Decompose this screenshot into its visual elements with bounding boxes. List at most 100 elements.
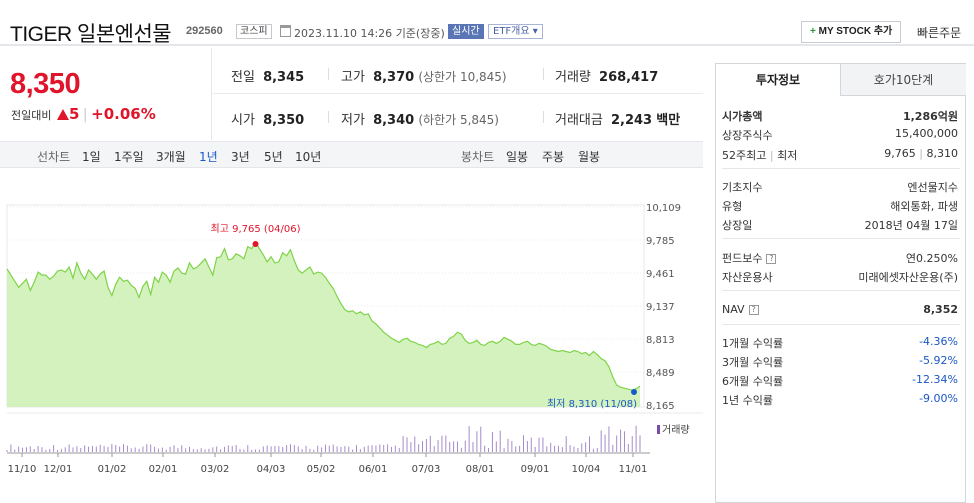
week52-values: 9,765 | 8,310 [884,147,958,160]
price-line [6,240,641,391]
x-tick-label: 12/01 [44,464,73,475]
header: TIGER 일본엔선물 292560 코스피 2023.11.10 14:26 … [0,0,974,46]
min-label: 최저 8,310 (11/08) [547,398,637,410]
price-area [7,242,640,407]
x-tick-label: 08/01 [466,464,495,475]
etf-overview-dropdown[interactable]: ETF개요 ▾ [488,24,543,39]
chevron-down-icon: ▾ [529,26,538,37]
price-stats: 전일 8,345 고가 8,370 (상한가 10,845) 거래량 268,4… [213,48,703,140]
tab-3m[interactable]: 3개월 [156,150,186,164]
market-cap-label: 시가총액 [722,110,763,123]
divider [543,111,544,123]
tab-daily[interactable]: 일봉 [506,150,529,164]
stat-amount: 거래대금 2,243 백만 [555,109,680,128]
return-6m-label: 6개월 수익률 [722,375,784,388]
realtime-button[interactable]: 실시간 [448,24,484,39]
stat-prev-label: 전일 [231,70,255,85]
nav-label: NAV [722,303,745,316]
base-index-value: 엔선물지수 [907,181,958,194]
x-tick-label: 10/04 [572,464,601,475]
price-summary: 8,350 전일대비 5 | +0.06% [0,48,212,140]
manager-label: 자산운용사 [722,271,773,284]
shares-label: 상장주식수 [722,129,773,142]
x-tick-label: 03/02 [201,464,230,475]
base-index-label: 기초지수 [722,181,763,194]
max-point [252,241,259,248]
y-tick-label: 8,813 [646,335,675,346]
divider [722,168,960,169]
stat-high-label: 고가 [341,70,365,85]
x-tick-label: 02/01 [149,464,178,475]
etf-code: 292560 [186,25,223,37]
tab-10y[interactable]: 10년 [295,150,322,164]
stat-upper-limit: (상한가 10,845) [418,70,507,84]
divider [543,68,544,80]
tab-monthly[interactable]: 월봉 [578,150,601,164]
stat-prev: 전일 8,345 [231,66,304,85]
stat-low-label: 저가 [341,113,365,128]
x-tick-label: 11/10 [8,464,37,475]
help-icon[interactable]: ? [766,254,777,264]
tab-1w[interactable]: 1주일 [114,150,144,164]
listing-label: 상장일 [722,219,753,232]
type-value: 해외통화, 파생 [890,200,958,213]
nav-value: 8,352 [923,303,958,316]
return-6m-value: -12.34% [912,373,958,386]
y-tick-label: 9,461 [646,269,675,280]
week52-label: 52주최고 | 최저 [722,149,798,162]
max-label: 최고 9,765 (04/06) [211,223,301,235]
add-mystock-button[interactable]: + MY STOCK 추가 [801,21,902,43]
datetime: 2023.11.10 14:26 기준(장중) [294,25,445,41]
info-panel: 투자정보 호가10단계 시가총액 1,286억원 상장주식수 15,400,00… [715,63,966,503]
tab-5y[interactable]: 5년 [264,150,283,164]
tab-invest-info[interactable]: 투자정보 [716,63,841,96]
y-tick-label: 9,137 [646,302,675,313]
market-badge: 코스피 [236,24,272,39]
x-tick-label: 09/01 [521,464,550,475]
divider [328,111,329,123]
divider [213,93,703,94]
tab-3y[interactable]: 3년 [231,150,250,164]
volume-legend-label: 거래량 [662,424,690,436]
quick-order-link[interactable]: 빠른주문 [917,26,962,40]
min-point [631,389,637,395]
candle-chart-label: 봉차트 [461,150,495,164]
listing-value: 2018년 04월 17일 [864,219,958,232]
datetime-value: 2023.11.10 14:26 [294,27,393,40]
diff-value: 5 [68,105,80,123]
y-tick-label: 10,109 [646,203,681,214]
week52-high-label: 52주최고 [722,149,767,162]
divider [328,68,329,80]
tab-orderbook[interactable]: 호가10단계 [841,63,966,96]
add-mystock-label: MY STOCK 추가 [818,26,893,37]
manager-value: 미래에셋자산운용(주) [858,271,958,284]
volume-legend-swatch [657,425,660,434]
tab-1d[interactable]: 1일 [82,150,101,164]
return-1y-label: 1년 수익률 [722,394,773,407]
fee-label-wrap: 펀드보수? [722,250,777,266]
tab-weekly[interactable]: 주봉 [542,150,565,164]
fee-value: 연0.250% [905,252,958,265]
shares-value: 15,400,000 [895,127,958,140]
return-3m-label: 3개월 수익률 [722,356,784,369]
stat-open-label: 시가 [231,113,255,128]
stat-low-value: 8,340 [373,113,415,128]
etf-title: TIGER 일본엔선물 [10,23,172,46]
diff-label: 전일대비 [11,109,52,122]
nav-label-wrap: NAV? [722,303,759,316]
x-tick-label: 05/02 [307,464,336,475]
stat-amount-value: 2,243 [610,113,653,128]
return-3m-value: -5.92% [919,354,958,367]
stat-amount-label: 거래대금 [555,113,603,128]
return-1y-value: -9.00% [919,392,958,405]
price-chart-svg: 10,109 9,785 9,461 9,137 8,813 8,489 8,165 최고 9… [6,203,703,475]
help-icon[interactable]: ? [748,305,759,315]
week52-low-value: 8,310 [926,147,959,160]
up-arrow-icon [56,109,69,120]
current-price: 8,350 [10,68,81,100]
x-tick-label: 07/03 [412,464,441,475]
tab-1y[interactable]: 1년 [199,150,218,164]
y-tick-label: 9,785 [646,236,675,247]
stat-lower-limit: (하한가 5,845) [418,113,499,127]
stat-high: 고가 8,370 (상한가 10,845) [341,66,507,85]
